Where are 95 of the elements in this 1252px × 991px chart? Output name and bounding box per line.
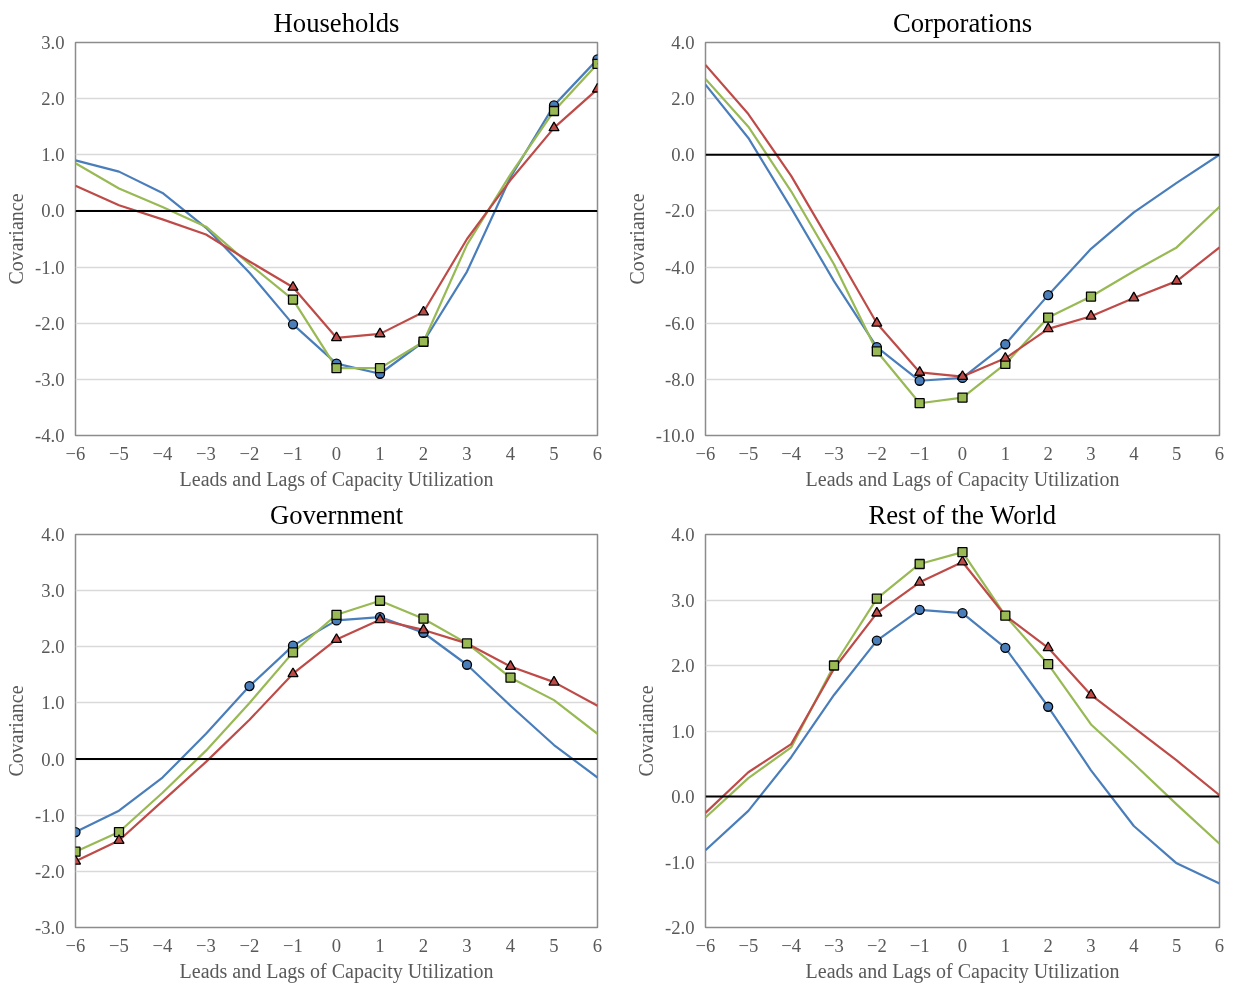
x-tick-label: −6 bbox=[695, 934, 716, 956]
x-tick-label: 3 bbox=[462, 442, 472, 464]
x-tick-label: 6 bbox=[1214, 442, 1225, 464]
x-tick-label: 5 bbox=[1172, 934, 1182, 956]
x-tick-label: 5 bbox=[549, 442, 559, 464]
x-tick-label: 2 bbox=[418, 934, 429, 956]
y-tick-label: -1.0 bbox=[34, 256, 65, 278]
y-tick-label: 3.0 bbox=[41, 580, 65, 602]
x-tick-label: 4 bbox=[1129, 442, 1140, 464]
y-tick-label: 2.0 bbox=[671, 655, 695, 676]
y-tick-label: -6.0 bbox=[664, 312, 695, 334]
x-tick-label: −1 bbox=[909, 934, 930, 956]
x-tick-label: −4 bbox=[152, 934, 174, 956]
y-tick-label: 4.0 bbox=[41, 524, 65, 545]
x-tick-label: 2 bbox=[1043, 442, 1053, 464]
x-tick-label: −1 bbox=[283, 442, 303, 464]
x-tick-label: 1 bbox=[375, 934, 385, 956]
x-axis-title: Leads and Lags of Capacity Utilization bbox=[805, 467, 1120, 491]
x-tick-label: −2 bbox=[239, 442, 260, 464]
x-tick-label: −3 bbox=[824, 934, 844, 956]
x-tick-label: −5 bbox=[109, 442, 129, 464]
y-tick-label: 0.0 bbox=[41, 748, 65, 770]
y-tick-label: -2.0 bbox=[664, 200, 695, 222]
x-tick-label: −3 bbox=[824, 442, 844, 464]
y-tick-label: -4.0 bbox=[34, 425, 65, 446]
x-tick-label: 3 bbox=[1086, 934, 1096, 956]
y-tick-label: 0.0 bbox=[671, 786, 695, 807]
x-tick-label: 6 bbox=[592, 442, 603, 464]
y-axis-title: Covariance bbox=[4, 193, 27, 285]
y-tick-label: -4.0 bbox=[664, 256, 695, 278]
x-axis-title: Leads and Lags of Capacity Utilization bbox=[179, 959, 494, 983]
x-tick-label: −1 bbox=[909, 442, 930, 464]
y-tick-label: -2.0 bbox=[664, 917, 695, 938]
x-tick-label: 4 bbox=[1129, 934, 1140, 956]
y-tick-label: 4.0 bbox=[671, 524, 695, 545]
x-tick-label: −3 bbox=[196, 442, 216, 464]
y-tick-label: 0.0 bbox=[671, 144, 695, 166]
y-tick-label: -2.0 bbox=[34, 312, 65, 334]
y-tick-label: 2.0 bbox=[671, 88, 695, 110]
y-axis-title: Covariance bbox=[625, 193, 648, 285]
x-tick-label: 1 bbox=[1000, 442, 1010, 464]
x-tick-label: 0 bbox=[957, 442, 968, 464]
y-tick-label: -1.0 bbox=[664, 851, 695, 873]
chart-title: Households bbox=[273, 7, 400, 38]
x-tick-label: −4 bbox=[781, 442, 802, 464]
y-tick-label: -8.0 bbox=[664, 368, 695, 390]
chart-title: Corporations bbox=[892, 7, 1033, 38]
x-tick-label: 0 bbox=[957, 934, 968, 956]
x-tick-label: −4 bbox=[781, 934, 802, 956]
x-tick-label: 2 bbox=[1043, 934, 1053, 956]
x-tick-label: −2 bbox=[866, 442, 887, 464]
x-axis-title: Leads and Lags of Capacity Utilization bbox=[179, 467, 494, 491]
x-tick-label: 1 bbox=[1000, 934, 1010, 956]
x-tick-label: 0 bbox=[331, 442, 342, 464]
y-tick-label: -10.0 bbox=[655, 425, 695, 446]
x-tick-label: 6 bbox=[592, 934, 603, 956]
y-axis-title: Covariance bbox=[4, 685, 27, 777]
y-tick-label: 1.0 bbox=[41, 692, 65, 714]
y-tick-label: 0.0 bbox=[41, 200, 65, 222]
chart-title: Rest of the World bbox=[868, 499, 1057, 530]
x-tick-label: 5 bbox=[549, 934, 559, 956]
x-tick-label: 3 bbox=[462, 934, 472, 956]
chart-title: Government bbox=[269, 499, 404, 530]
x-tick-label: −6 bbox=[65, 442, 86, 464]
y-tick-label: -2.0 bbox=[34, 860, 65, 882]
y-tick-label: 1.0 bbox=[671, 720, 695, 742]
x-tick-label: 6 bbox=[1214, 934, 1225, 956]
y-tick-label: 4.0 bbox=[671, 32, 695, 53]
y-tick-label: -3.0 bbox=[34, 368, 65, 390]
x-tick-label: 4 bbox=[505, 934, 516, 956]
y-tick-label: 2.0 bbox=[41, 88, 65, 110]
y-tick-label: 2.0 bbox=[41, 636, 65, 658]
x-tick-label: 4 bbox=[505, 442, 516, 464]
x-tick-label: −5 bbox=[738, 934, 759, 956]
x-tick-label: 5 bbox=[1172, 442, 1182, 464]
x-tick-label: −6 bbox=[695, 442, 716, 464]
x-tick-label: 2 bbox=[418, 442, 429, 464]
x-tick-label: −5 bbox=[109, 934, 129, 956]
x-tick-label: −1 bbox=[283, 934, 303, 956]
y-tick-label: -3.0 bbox=[34, 917, 65, 938]
x-axis-title: Leads and Lags of Capacity Utilization bbox=[805, 959, 1120, 983]
x-tick-label: −2 bbox=[866, 934, 887, 956]
x-tick-label: −3 bbox=[196, 934, 216, 956]
y-tick-label: -1.0 bbox=[34, 804, 65, 826]
x-tick-label: −5 bbox=[738, 442, 759, 464]
x-tick-label: −4 bbox=[152, 442, 174, 464]
x-tick-label: 3 bbox=[1086, 442, 1096, 464]
x-tick-label: −6 bbox=[65, 934, 86, 956]
y-tick-label: 3.0 bbox=[671, 589, 695, 611]
y-axis-title: Covariance bbox=[634, 685, 657, 777]
x-tick-label: 0 bbox=[331, 934, 342, 956]
y-tick-label: 3.0 bbox=[41, 32, 65, 53]
y-tick-label: 1.0 bbox=[41, 144, 65, 166]
x-tick-label: −2 bbox=[239, 934, 260, 956]
x-tick-label: 1 bbox=[375, 442, 385, 464]
